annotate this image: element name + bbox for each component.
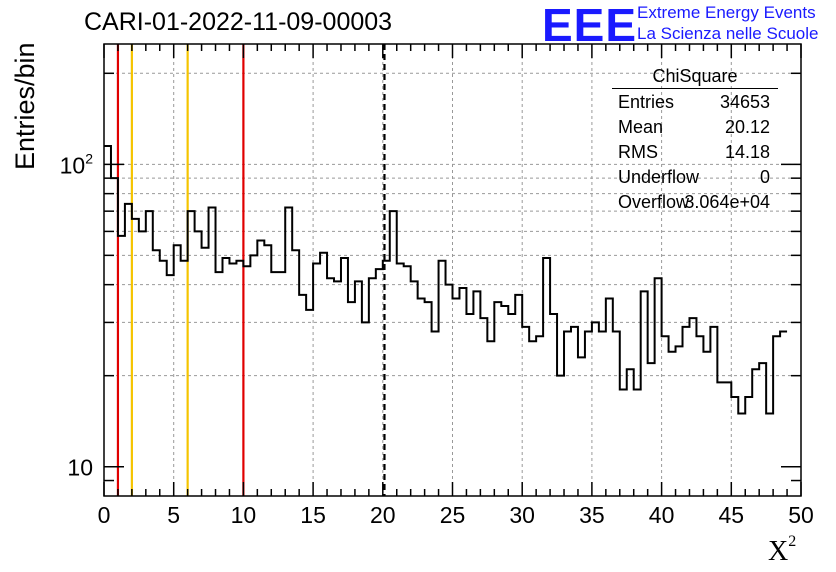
stats-value: 0	[759, 167, 770, 187]
stats-value: 34653	[719, 92, 770, 112]
stats-key: Entries	[618, 92, 675, 112]
histogram-series	[104, 144, 788, 415]
y-tick-label: 102	[60, 150, 94, 178]
stats-row-mean: Mean 20.12	[612, 115, 778, 140]
y-axis-label: Entries/bin	[10, 42, 40, 170]
stats-box-title: ChiSquare	[612, 66, 778, 89]
x-tick-label: 10	[231, 502, 257, 528]
y-tick-label-base: 10	[60, 152, 86, 178]
eee-logo-mark: EEE	[542, 0, 638, 51]
eee-logo-line1: Extreme Energy Events	[637, 3, 816, 22]
stats-row-entries: Entries 34653	[612, 90, 778, 115]
x-axis-label: X2	[768, 532, 797, 568]
y-tick-label-exponent: 2	[85, 150, 93, 166]
chart-title: CARI-01-2022-11-09-00003	[84, 8, 393, 36]
x-tick-label: 40	[649, 502, 675, 528]
stats-key: Mean	[618, 117, 664, 137]
x-tick-label: 0	[98, 502, 111, 528]
y-tick-label: 10	[67, 455, 93, 481]
stats-row-overflow: Overflow 3.064e+04	[612, 190, 778, 215]
y-tick-label-base: 10	[67, 455, 93, 481]
stats-key: Overflow	[618, 192, 690, 212]
axis-ticks	[103, 44, 802, 496]
stats-key: RMS	[618, 142, 658, 162]
x-tick-label: 5	[167, 502, 180, 528]
x-tick-label: 45	[719, 502, 745, 528]
stats-box: ChiSquare Entries 34653 Mean 20.12 RMS 1…	[612, 66, 778, 215]
x-tick-label: 30	[509, 502, 535, 528]
stats-value: 14.18	[724, 142, 770, 162]
x-tick-label: 35	[579, 502, 605, 528]
x-tick-label: 20	[370, 502, 396, 528]
x-tick-label: 15	[300, 502, 326, 528]
stats-row-rms: RMS 14.18	[612, 140, 778, 165]
reference-lines	[116, 44, 386, 496]
x-axis-label-superscript: 2	[788, 532, 797, 550]
grid	[104, 44, 801, 496]
stats-key: Underflow	[618, 167, 700, 187]
x-axis-label-base: X	[768, 536, 789, 567]
stats-row-underflow: Underflow 0	[612, 165, 778, 190]
x-tick-label: 50	[788, 502, 814, 528]
stats-value: 20.12	[724, 117, 770, 137]
eee-logo-line2: La Scienza nelle Scuole	[637, 24, 819, 43]
stats-value: 3.064e+04	[684, 192, 770, 212]
x-tick-label: 25	[440, 502, 466, 528]
